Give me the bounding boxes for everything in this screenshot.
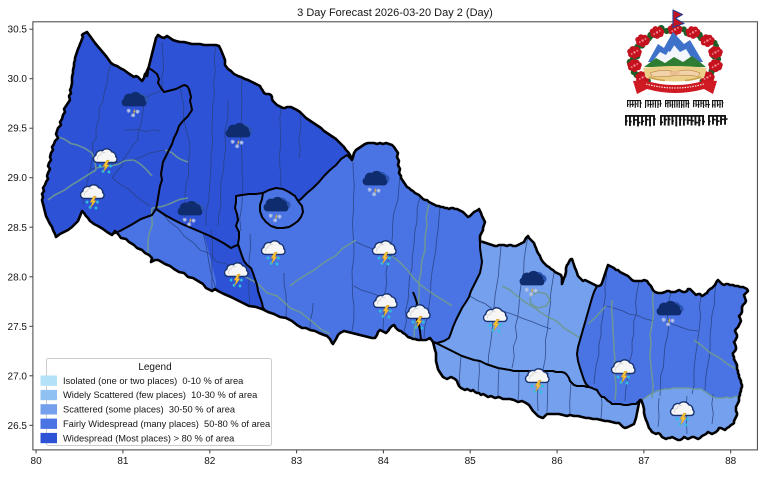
svg-text:80: 80 (31, 456, 43, 467)
svg-text:27.0: 27.0 (8, 371, 28, 382)
svg-text:3 Day Forecast 2026-03-20 Day: 3 Day Forecast 2026-03-20 Day 2 (Day) (297, 7, 493, 19)
svg-text:87: 87 (638, 456, 650, 467)
svg-text:Fairly Widespread (many places: Fairly Widespread (many places) 50-80 % … (63, 419, 271, 429)
svg-text:28.0: 28.0 (8, 272, 28, 283)
svg-text:82: 82 (204, 456, 216, 467)
svg-text:Widespread (Most places) > 80: Widespread (Most places) > 80 % of area (63, 433, 235, 443)
svg-text:Legend: Legend (138, 362, 171, 373)
svg-text:84: 84 (378, 456, 390, 467)
svg-text:28.5: 28.5 (8, 223, 28, 234)
svg-text:85: 85 (465, 456, 477, 467)
svg-text:Isolated (one or two places): Isolated (one or two places) 0-10 % of a… (63, 376, 244, 386)
svg-text:30.0: 30.0 (8, 74, 28, 85)
svg-text:26.5: 26.5 (8, 421, 28, 432)
svg-text:81: 81 (117, 456, 129, 467)
svg-text:29.5: 29.5 (8, 124, 28, 135)
svg-text:29.0: 29.0 (8, 173, 28, 184)
svg-text:27.5: 27.5 (8, 322, 28, 333)
svg-text:88: 88 (725, 456, 737, 467)
svg-text:Widely Scattered (few places): Widely Scattered (few places) 10-30 % of… (63, 390, 258, 400)
svg-text:Scattered (some places) 30-50: Scattered (some places) 30-50 % of area (63, 405, 236, 415)
svg-text:86: 86 (552, 456, 564, 467)
svg-text:83: 83 (291, 456, 303, 467)
svg-text:30.5: 30.5 (8, 25, 28, 36)
